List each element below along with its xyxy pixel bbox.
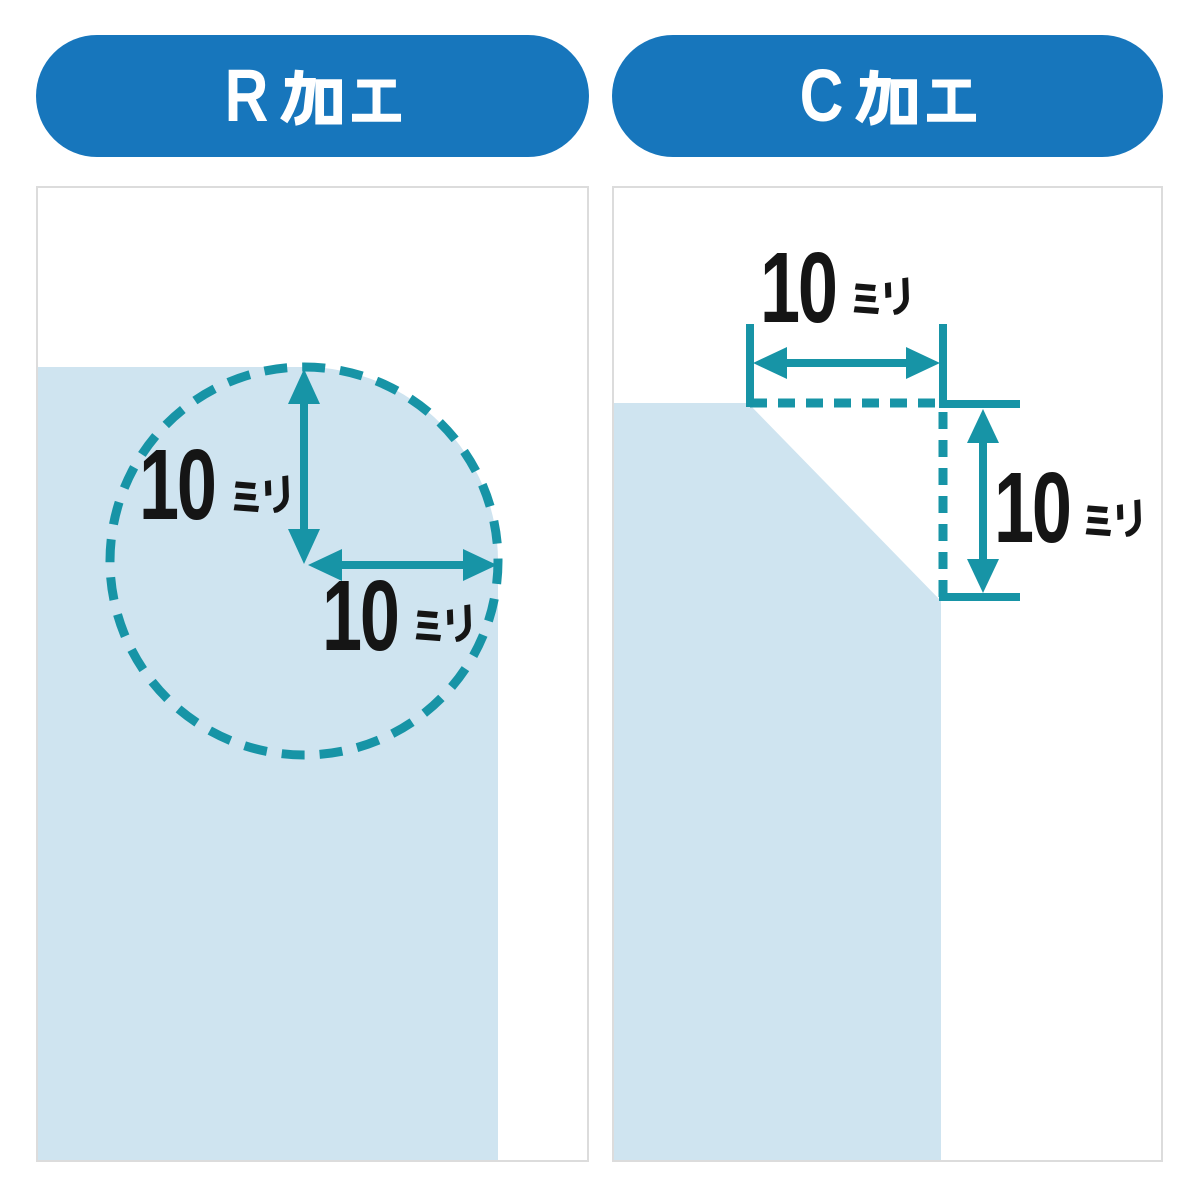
pill-title: R [220, 59, 404, 133]
pill-title: C [795, 59, 979, 133]
radius-dashed-circle-icon [105, 362, 503, 760]
dimension-value: 10 [760, 232, 838, 344]
header-pill-r-kakou: R加工 R [36, 35, 589, 157]
kanji-ka-icon [279, 69, 342, 126]
vertical-dimension-arrow-icon [288, 369, 320, 564]
horizontal-dimension-arrow-icon [753, 347, 940, 379]
horizontal-dimension-arrow-icon [308, 549, 497, 581]
dimension-tick-lines [746, 324, 1020, 601]
chamfered-corner-diagram [614, 324, 1020, 1160]
unit-miri-icon [415, 604, 471, 643]
unit-miri-icon [853, 277, 909, 316]
pill-title-latin: R [224, 54, 269, 137]
card-c-kakou: 10 ミリ 10 ミリ [612, 186, 1163, 1162]
dimension-value: 10 [139, 429, 217, 541]
rounded-corner-diagram [38, 362, 503, 1160]
material-shape-chamfered [614, 403, 941, 1160]
dimension-value: 10 [994, 452, 1072, 564]
chamfer-dashed-guides-icon [750, 398, 948, 597]
card-r-kakou: 10 ミリ 10 ミリ [36, 186, 589, 1162]
kanji-ka-icon [854, 69, 917, 126]
vertical-dimension-arrow-icon [967, 409, 999, 593]
kanji-kou-icon [351, 79, 401, 122]
pill-title-latin: C [799, 54, 844, 137]
unit-miri-icon [233, 475, 289, 514]
unit-miri-icon [1085, 499, 1141, 538]
header-pill-c-kakou: C加工 C [612, 35, 1163, 157]
dimension-value: 10 [322, 560, 400, 672]
kanji-kou-icon [926, 79, 976, 122]
